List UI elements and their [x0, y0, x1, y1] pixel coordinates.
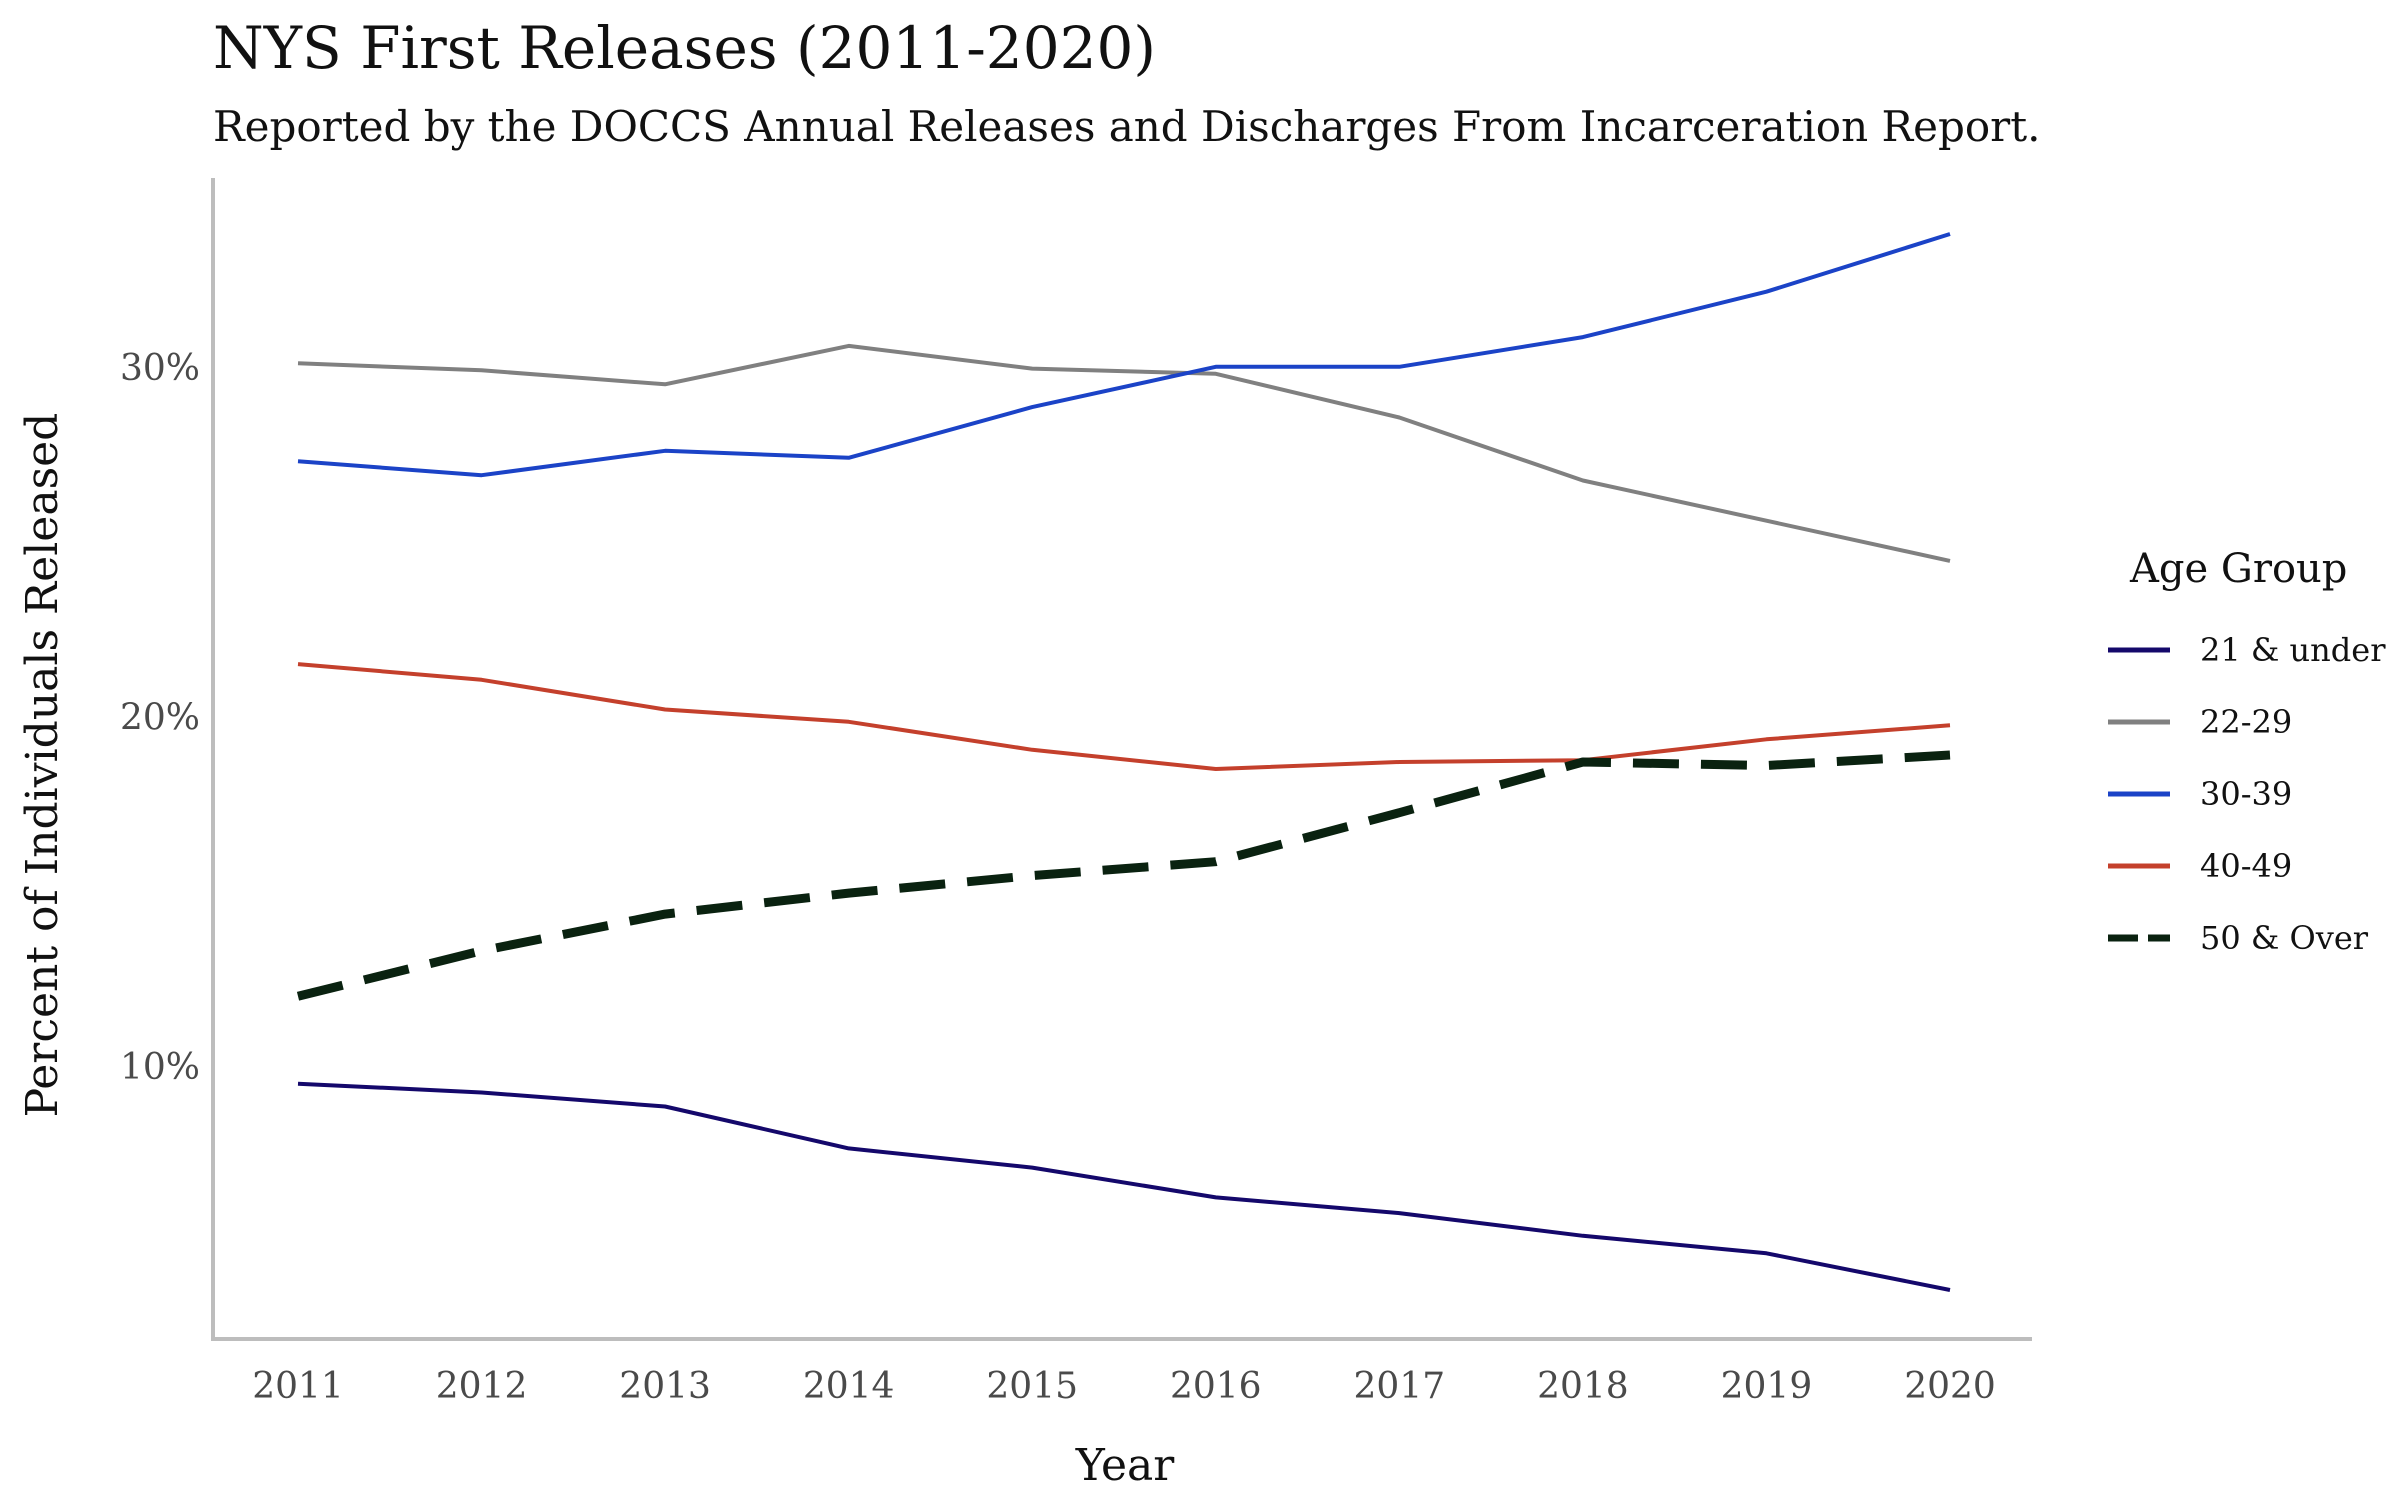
y-tick-label: 20%	[120, 698, 200, 739]
x-tick-label: 2015	[986, 1366, 1078, 1407]
x-tick-label: 2020	[1904, 1366, 1996, 1407]
series-line-21-under	[297, 1081, 1951, 1292]
legend-label-30-39: 30-39	[2200, 775, 2292, 813]
x-tick-label: 2011	[252, 1366, 344, 1407]
series-line-40-49	[297, 662, 1951, 771]
x-tick-label: 2018	[1537, 1366, 1629, 1407]
y-tick-label: 30%	[120, 348, 200, 389]
series-line-30-39	[297, 232, 1951, 478]
legend-label-21-under: 21 & under	[2200, 631, 2386, 669]
x-axis-title: Year	[1075, 1440, 1175, 1491]
x-tick-label: 2013	[619, 1366, 711, 1407]
y-tick-labels: 10% 20% 30%	[120, 348, 200, 1088]
x-tick-label: 2019	[1721, 1366, 1813, 1407]
chart-title: NYS First Releases (2011-2020)	[213, 14, 1156, 82]
series-line-50-over	[296, 750, 1951, 1001]
x-tick-label: 2014	[803, 1366, 895, 1407]
series-line-22-29	[297, 343, 1951, 563]
chart-subtitle: Reported by the DOCCS Annual Releases an…	[213, 102, 2040, 151]
x-tick-label: 2012	[436, 1366, 528, 1407]
legend: 21 & under 22-29 30-39 40-49 50 & Over	[2108, 631, 2386, 957]
x-tick-labels: 2011 2012 2013 2014 2015 2016 2017 2018 2019 2020	[252, 1366, 1996, 1407]
x-tick-label: 2017	[1354, 1366, 1446, 1407]
plot-lines	[296, 232, 1951, 1292]
y-tick-label: 10%	[120, 1047, 200, 1088]
x-tick-label: 2016	[1170, 1366, 1262, 1407]
legend-label-50-over: 50 & Over	[2200, 919, 2369, 957]
legend-title: Age Group	[2129, 546, 2347, 592]
legend-label-40-49: 40-49	[2200, 847, 2292, 885]
y-axis-title: Percent of Individuals Released	[17, 413, 68, 1118]
legend-label-22-29: 22-29	[2200, 703, 2292, 741]
